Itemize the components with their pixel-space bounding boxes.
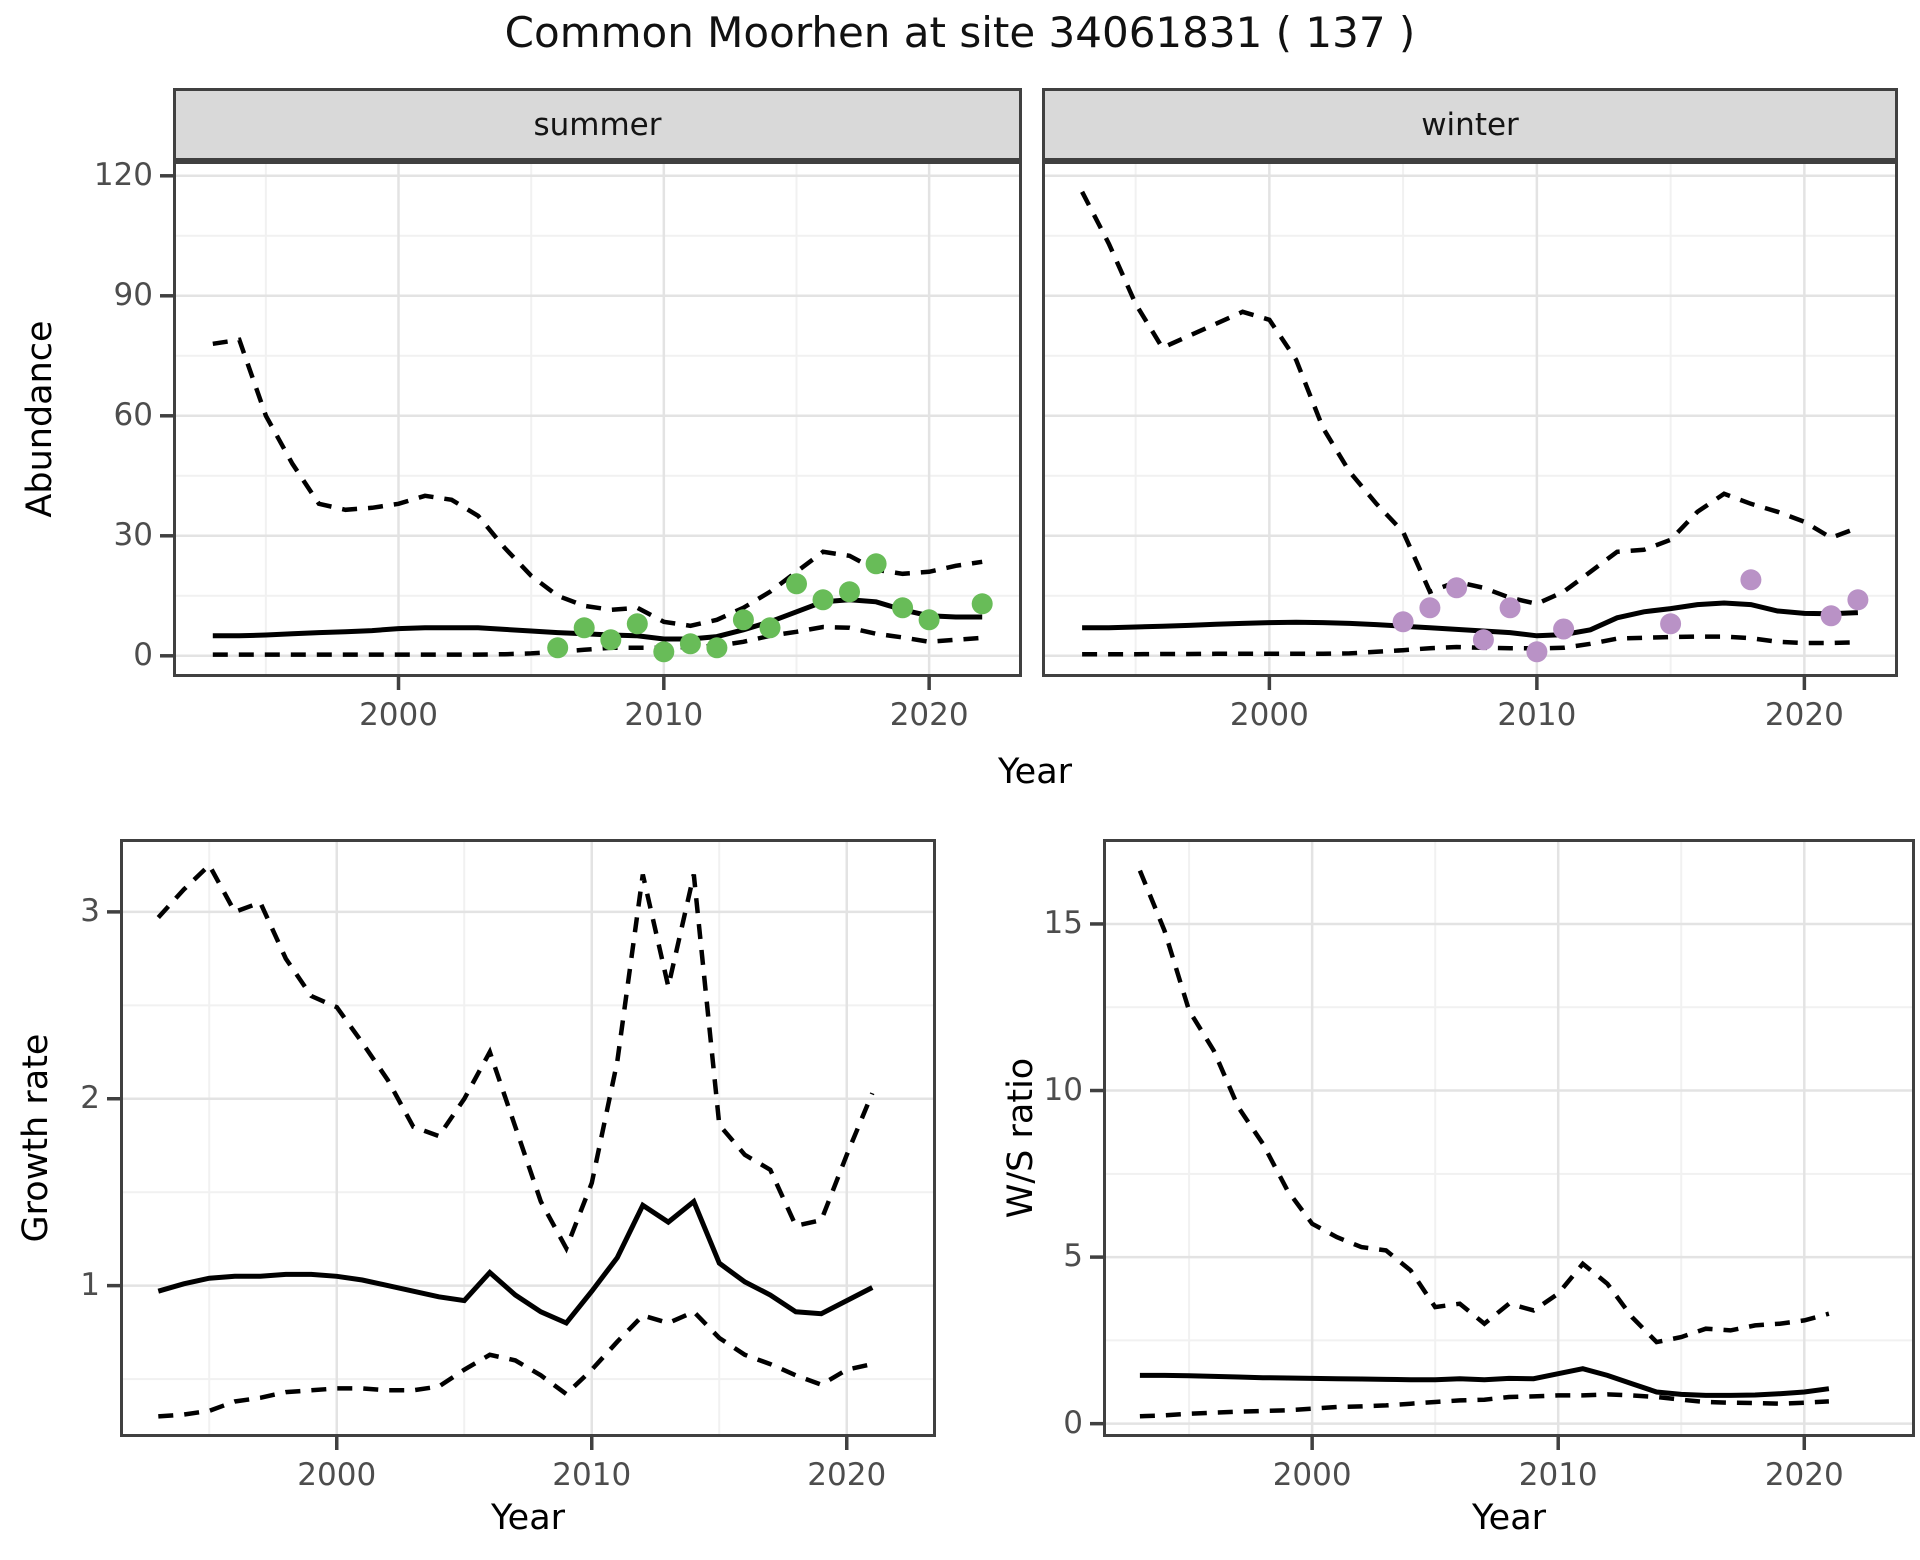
y-tick-label: 0 [1063,1404,1083,1441]
x-tick-label: 2020 [1764,1457,1844,1493]
summer-panel-border [173,161,1022,677]
winter-abundance-plot [1042,161,1898,690]
summer-observation-point [732,609,754,631]
summer-observation-point [786,573,807,595]
x-tick-label: 2020 [889,697,969,733]
x-tick-label: 2000 [1272,1457,1352,1493]
x-tick-label: 2000 [297,1457,377,1493]
y-tick-label: 3 [80,892,100,929]
winter-observation-point [1499,597,1521,619]
ws-lower_ci-line [1139,1392,1830,1419]
y-tick-label: 2 [80,1079,100,1116]
ws-ratio-plot [1090,839,1915,1450]
winter-observation-point [1820,605,1842,627]
x-tick-label: 2020 [807,1457,887,1493]
x-tick-label: 2000 [359,697,438,733]
winter-observation-point [1419,597,1441,619]
winter-mean-line [1082,600,1859,639]
winter-observation-point [1847,589,1869,611]
summer-observation-point [547,637,569,659]
winter-observation-point [1446,577,1468,599]
winter-panel-border [1042,161,1898,677]
x-tick-label: 2010 [1518,1457,1598,1493]
winter-observation-point [1553,618,1575,640]
summer-observation-point [892,597,914,619]
winter-upper_ci-line [1080,190,1859,607]
x-tick-label: 2010 [1497,697,1577,733]
winter-observation-point [1472,629,1494,651]
x-tick-label: 2010 [552,1457,632,1493]
facet-strip-winter-label: winter [1421,106,1519,143]
ws-mean-line [1139,1366,1830,1398]
ws-panel-border [1103,839,1915,1437]
x-tick-label: 2020 [1764,697,1844,733]
y-tick-label: 5 [1063,1238,1083,1275]
x-axis-title-year-top: Year [997,752,1073,792]
x-tick-label: 2010 [624,697,704,733]
summer-observation-point [865,553,887,575]
summer-observation-point [573,617,595,639]
x-axis-title-year-ws: Year [1471,1498,1547,1538]
y-tick-label: 1 [80,1266,100,1303]
winter-observation-point [1392,611,1414,633]
summer-observation-point [971,593,993,615]
summer-observation-point [706,637,728,659]
y-tick-label: 60 [113,396,153,433]
summer-observation-point [653,641,675,663]
y-tick-label: 30 [113,516,153,553]
y-axis-title-growth-rate: Growth rate [16,1033,56,1243]
figure-title: Common Moorhen at site 34061831 ( 137 ) [504,8,1416,57]
x-tick-label: 2000 [1229,697,1309,733]
summer-observation-point [759,617,781,639]
summer-abundance-plot [160,161,1022,690]
facet-strip-summer: summer [173,88,1022,161]
y-tick-label: 120 [93,156,153,193]
ws-upper_ci-line [1137,869,1830,1345]
summer-observation-point [679,633,701,655]
x-axis-title-year-growth: Year [490,1498,566,1538]
summer-upper_ci-line [212,337,983,629]
summer-observation-point [600,629,622,651]
growth-mean-line [157,1197,874,1327]
winter-observation-point [1740,569,1762,591]
growth-lower_ci-line [158,1309,873,1419]
y-tick-label: 90 [113,276,153,313]
facet-strip-summer-label: summer [533,106,662,143]
winter-observation-point [1526,641,1548,663]
summer-observation-point [812,589,834,611]
growth-panel-border [120,839,936,1437]
winter-lower_ci-line [1082,634,1858,657]
y-tick-label: 10 [1043,1071,1083,1108]
y-tick-label: 0 [133,636,153,673]
summer-observation-point [839,581,860,603]
growth-rate-plot [107,839,936,1450]
facet-strip-winter: winter [1042,88,1898,161]
y-tick-label: 15 [1043,904,1083,941]
growth-upper_ci-line [156,861,875,1254]
summer-observation-point [918,609,940,631]
winter-observation-point [1660,613,1682,635]
summer-observation-point [626,613,648,635]
